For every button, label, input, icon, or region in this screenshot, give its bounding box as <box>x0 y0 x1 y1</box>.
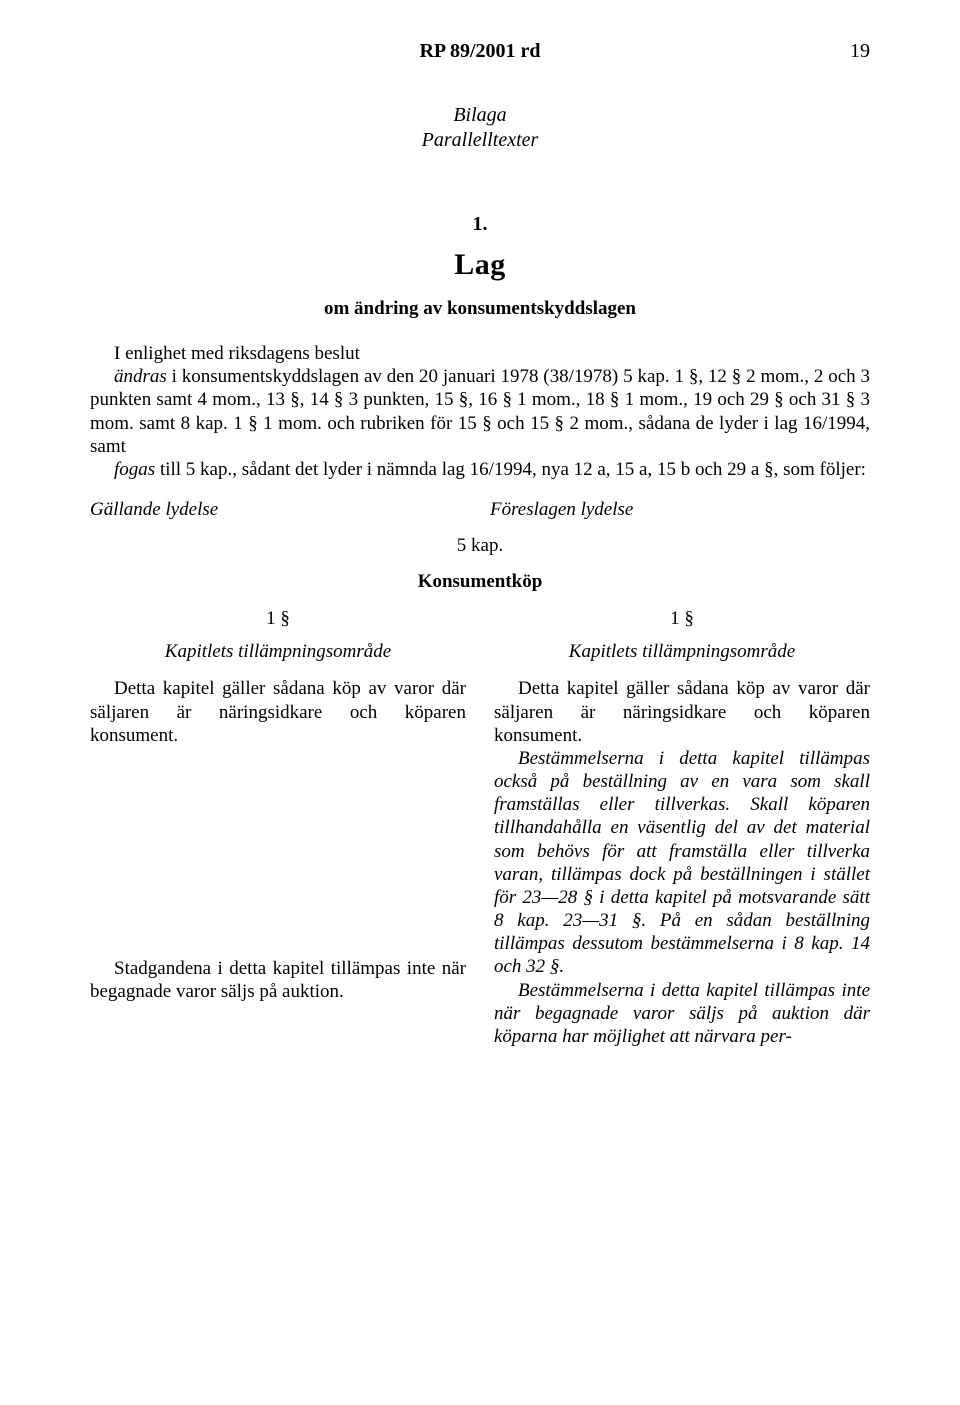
annex-heading: Bilaga Parallelltexter <box>90 103 870 153</box>
right-p1: Detta kapitel gäller sådana köp av varor… <box>494 677 870 747</box>
right-column: 1 § Kapitlets tillämpningsområde Detta k… <box>494 607 870 1048</box>
intro-para-text: i konsumentskyddslagen av den 20 januari… <box>90 366 870 457</box>
doc-reference: RP 89/2001 rd <box>419 40 540 63</box>
page-number: 19 <box>850 40 870 63</box>
law-subtitle: om ändring av konsumentskyddslagen <box>90 298 870 320</box>
right-p2-em: Bestämmelserna i detta kapitel tillämpas… <box>494 748 870 978</box>
intro-block: I enlighet med riksdagens beslut ändras … <box>90 342 870 481</box>
right-p2: Bestämmelserna i detta kapitel tillämpas… <box>494 747 870 979</box>
col-header-right: Föreslagen lydelse <box>470 499 870 521</box>
right-section-title: Kapitlets tillämpningsområde <box>494 640 870 663</box>
running-header: RP 89/2001 rd 19 <box>90 40 870 63</box>
intro-fogas-em: fogas <box>114 459 155 480</box>
right-p3-em: Bestämmelserna i detta kapitel tillämpas… <box>494 980 870 1047</box>
left-section-number: 1 § <box>90 607 466 630</box>
intro-andras-em: ändras <box>114 366 167 387</box>
left-column: 1 § Kapitlets tillämpningsområde Detta k… <box>90 607 466 1048</box>
left-gap <box>90 747 466 957</box>
chapter-title: Konsumentköp <box>90 571 870 593</box>
chapter-number: 5 kap. <box>90 535 870 557</box>
left-section-title: Kapitlets tillämpningsområde <box>90 640 466 663</box>
col-header-left: Gällande lydelse <box>90 499 470 521</box>
intro-fogas-line: fogas till 5 kap., sådant det lyder i nä… <box>90 458 870 481</box>
parallel-columns: 1 § Kapitlets tillämpningsområde Detta k… <box>90 607 870 1048</box>
left-p2: Stadgandena i detta kapitel tillämpas in… <box>90 957 466 1003</box>
annex-line1: Bilaga <box>90 103 870 128</box>
law-title: Lag <box>90 248 870 282</box>
right-p3: Bestämmelserna i detta kapitel tillämpas… <box>494 979 870 1049</box>
right-section-number: 1 § <box>494 607 870 630</box>
page: RP 89/2001 rd 19 Bilaga Parallelltexter … <box>0 0 960 1405</box>
intro-fogas-rest: till 5 kap., sådant det lyder i nämnda l… <box>155 459 866 480</box>
left-p1: Detta kapitel gäller sådana köp av varor… <box>90 677 466 747</box>
annex-line2: Parallelltexter <box>90 128 870 153</box>
column-headers: Gällande lydelse Föreslagen lydelse <box>90 499 870 521</box>
intro-line1: I enlighet med riksdagens beslut <box>90 342 870 365</box>
intro-para: ändras i konsumentskyddslagen av den 20 … <box>90 365 870 458</box>
item-number: 1. <box>90 213 870 236</box>
